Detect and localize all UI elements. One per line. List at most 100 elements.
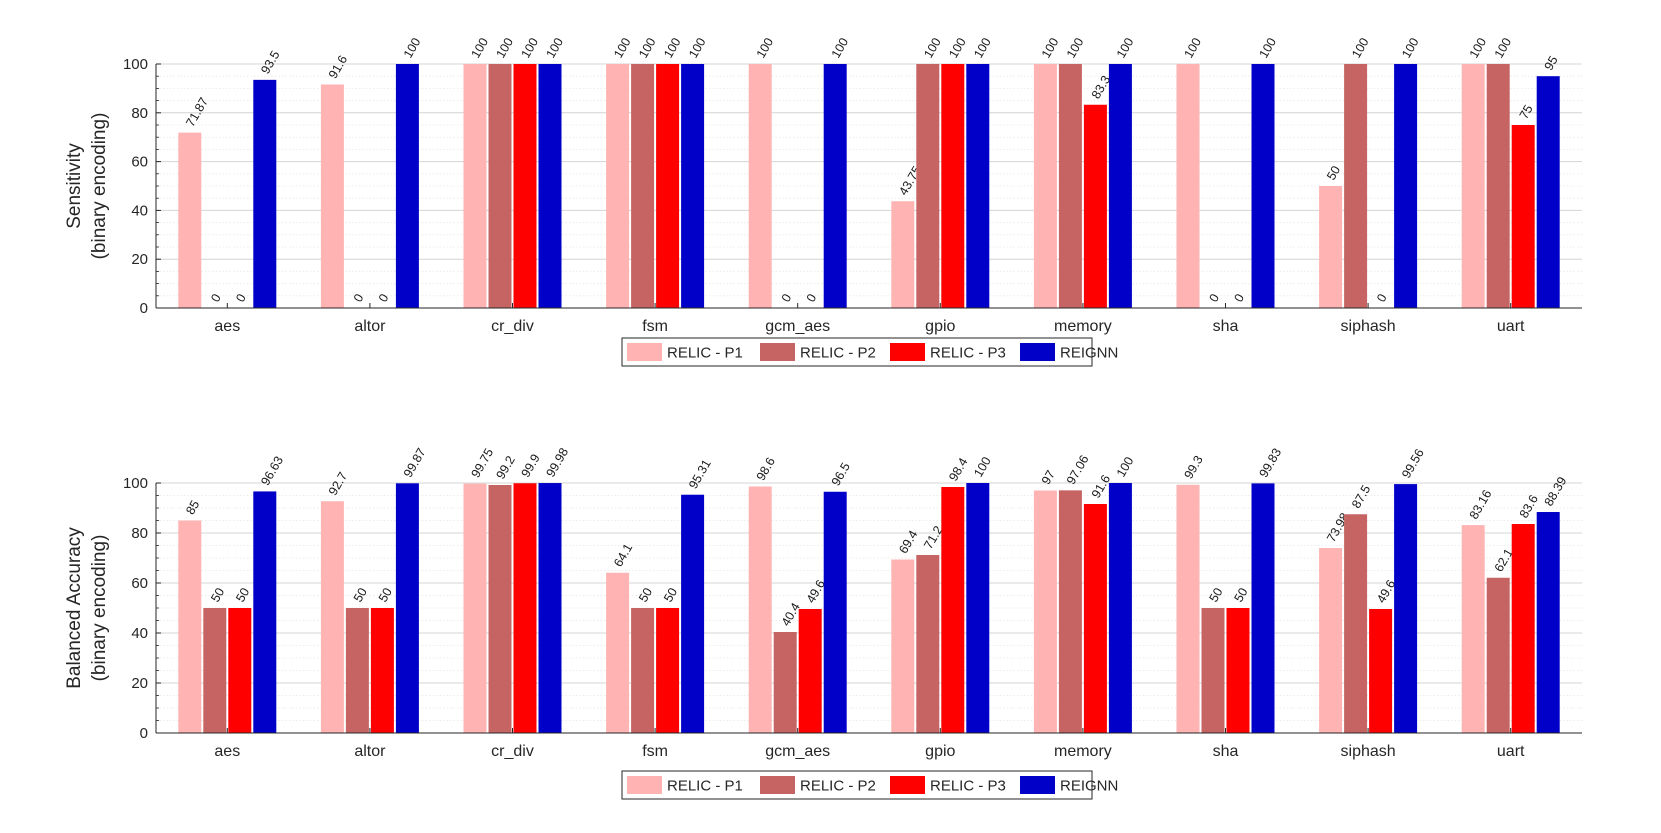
x-tick-label-gpio: gpio <box>925 743 955 760</box>
y-tick-label: 40 <box>131 202 148 219</box>
bar-memory-series-3 <box>1083 104 1107 308</box>
bar-memory-series-1 <box>1033 490 1057 733</box>
y-axis-label-line-2: (binary encoding) <box>89 535 110 682</box>
y-tick-label: 80 <box>131 525 148 542</box>
legend: RELIC - P1 RELIC - P2 RELIC - P3 REIGNN <box>621 337 1118 367</box>
bar-gcm_aes-series-4 <box>823 64 847 308</box>
bar-fsm-series-3 <box>656 64 680 308</box>
y-axis-label-line-2: (binary encoding) <box>89 113 110 260</box>
data-label: 100 <box>661 35 684 60</box>
data-label: 50 <box>208 585 227 604</box>
legend-label-3: RELIC - P3 <box>930 778 1006 795</box>
bar-siphash-series-2 <box>1344 514 1368 733</box>
x-tick-label-uart: uart <box>1497 743 1525 760</box>
bar-aes-series-1 <box>178 520 202 733</box>
bar-memory-series-1 <box>1033 64 1057 308</box>
y-tick-label: 20 <box>131 251 148 268</box>
bar-fsm-series-2 <box>631 608 655 733</box>
data-label: 99.87 <box>401 446 429 480</box>
bar-gpio-series-1 <box>891 559 915 733</box>
bar-gpio-series-4 <box>966 64 990 308</box>
bar-sha-series-2 <box>1201 608 1225 733</box>
bar-gpio-series-2 <box>916 64 940 308</box>
legend-swatch-3 <box>890 776 925 794</box>
x-tick-label-siphash: siphash <box>1341 743 1396 760</box>
bar-altor-series-4 <box>395 64 419 308</box>
bar-aes-series-3 <box>228 608 252 733</box>
bar-sha-series-4 <box>1251 64 1275 308</box>
data-label: 50 <box>233 585 252 604</box>
x-tick-label-gcm_aes: gcm_aes <box>765 743 830 760</box>
y-axis-label-line-1: Balanced Accuracy <box>64 527 85 689</box>
bar-memory-series-2 <box>1058 64 1082 308</box>
bar-memory-series-4 <box>1108 483 1132 733</box>
legend-swatch-2 <box>760 776 795 794</box>
data-label: 100 <box>636 35 659 60</box>
legend-swatch-3 <box>890 343 925 361</box>
data-label: 99.83 <box>1256 446 1284 480</box>
bar-aes-series-1 <box>178 132 202 308</box>
data-label: 50 <box>1324 163 1343 182</box>
bar-cr_div-series-2 <box>488 64 512 308</box>
y-tick-label: 100 <box>123 475 148 492</box>
data-label: 100 <box>1114 35 1137 60</box>
data-label: 50 <box>1206 585 1225 604</box>
legend-label-4: REIGNN <box>1060 345 1118 362</box>
bar-sha-series-3 <box>1226 608 1250 733</box>
bar-fsm-series-3 <box>656 608 680 733</box>
bar-cr_div-series-1 <box>463 483 487 733</box>
data-label: 100 <box>518 35 541 60</box>
bar-altor-series-2 <box>345 608 369 733</box>
x-tick-label-memory: memory <box>1054 318 1112 335</box>
legend-swatch-1 <box>627 343 662 361</box>
data-label: 100 <box>1064 35 1087 60</box>
legend-box <box>621 337 1093 367</box>
data-label: 100 <box>611 35 634 60</box>
bar-gpio-series-4 <box>966 483 990 733</box>
data-label: 100 <box>1181 35 1204 60</box>
bar-uart-series-2 <box>1486 64 1510 308</box>
bar-siphash-series-1 <box>1319 548 1343 733</box>
bar-gpio-series-1 <box>891 201 915 308</box>
legend-box <box>621 770 1093 800</box>
y-tick-label: 100 <box>123 56 148 73</box>
x-tick-label-cr_div: cr_div <box>491 743 534 760</box>
bar-fsm-series-4 <box>681 494 705 733</box>
legend-swatch-4 <box>1020 776 1055 794</box>
data-label: 97 <box>1039 468 1058 487</box>
bar-fsm-series-2 <box>631 64 655 308</box>
data-label: 99.98 <box>543 445 571 479</box>
data-label: 100 <box>401 35 424 60</box>
data-label: 99.3 <box>1181 453 1205 481</box>
bar-gcm_aes-series-1 <box>748 64 772 308</box>
data-label: 100 <box>1039 35 1062 60</box>
data-label: 100 <box>1492 35 1515 60</box>
data-label: 100 <box>1349 35 1372 60</box>
bar-siphash-series-1 <box>1319 186 1343 308</box>
data-label: 99.9 <box>518 452 542 480</box>
bar-aes-series-4 <box>253 79 277 308</box>
bar-fsm-series-4 <box>681 64 705 308</box>
bar-altor-series-3 <box>370 608 394 733</box>
bar-cr_div-series-2 <box>488 485 512 733</box>
bar-sha-series-4 <box>1251 483 1275 733</box>
data-label: 98.6 <box>754 455 778 483</box>
data-label: 50 <box>1231 585 1250 604</box>
bar-uart-series-4 <box>1536 76 1560 308</box>
x-tick-label-fsm: fsm <box>642 743 668 760</box>
legend-label-1: RELIC - P1 <box>667 778 743 795</box>
y-tick-label: 40 <box>131 625 148 642</box>
bar-cr_div-series-4 <box>538 483 562 733</box>
x-tick-label-siphash: siphash <box>1341 318 1396 335</box>
x-tick-label-sha: sha <box>1213 318 1239 335</box>
y-tick-label: 20 <box>131 675 148 692</box>
bar-fsm-series-1 <box>606 572 630 733</box>
x-tick-label-altor: altor <box>354 743 386 760</box>
x-tick-label-fsm: fsm <box>642 318 668 335</box>
bar-gpio-series-3 <box>941 487 965 733</box>
data-label: 50 <box>661 585 680 604</box>
bar-cr_div-series-3 <box>513 483 537 733</box>
